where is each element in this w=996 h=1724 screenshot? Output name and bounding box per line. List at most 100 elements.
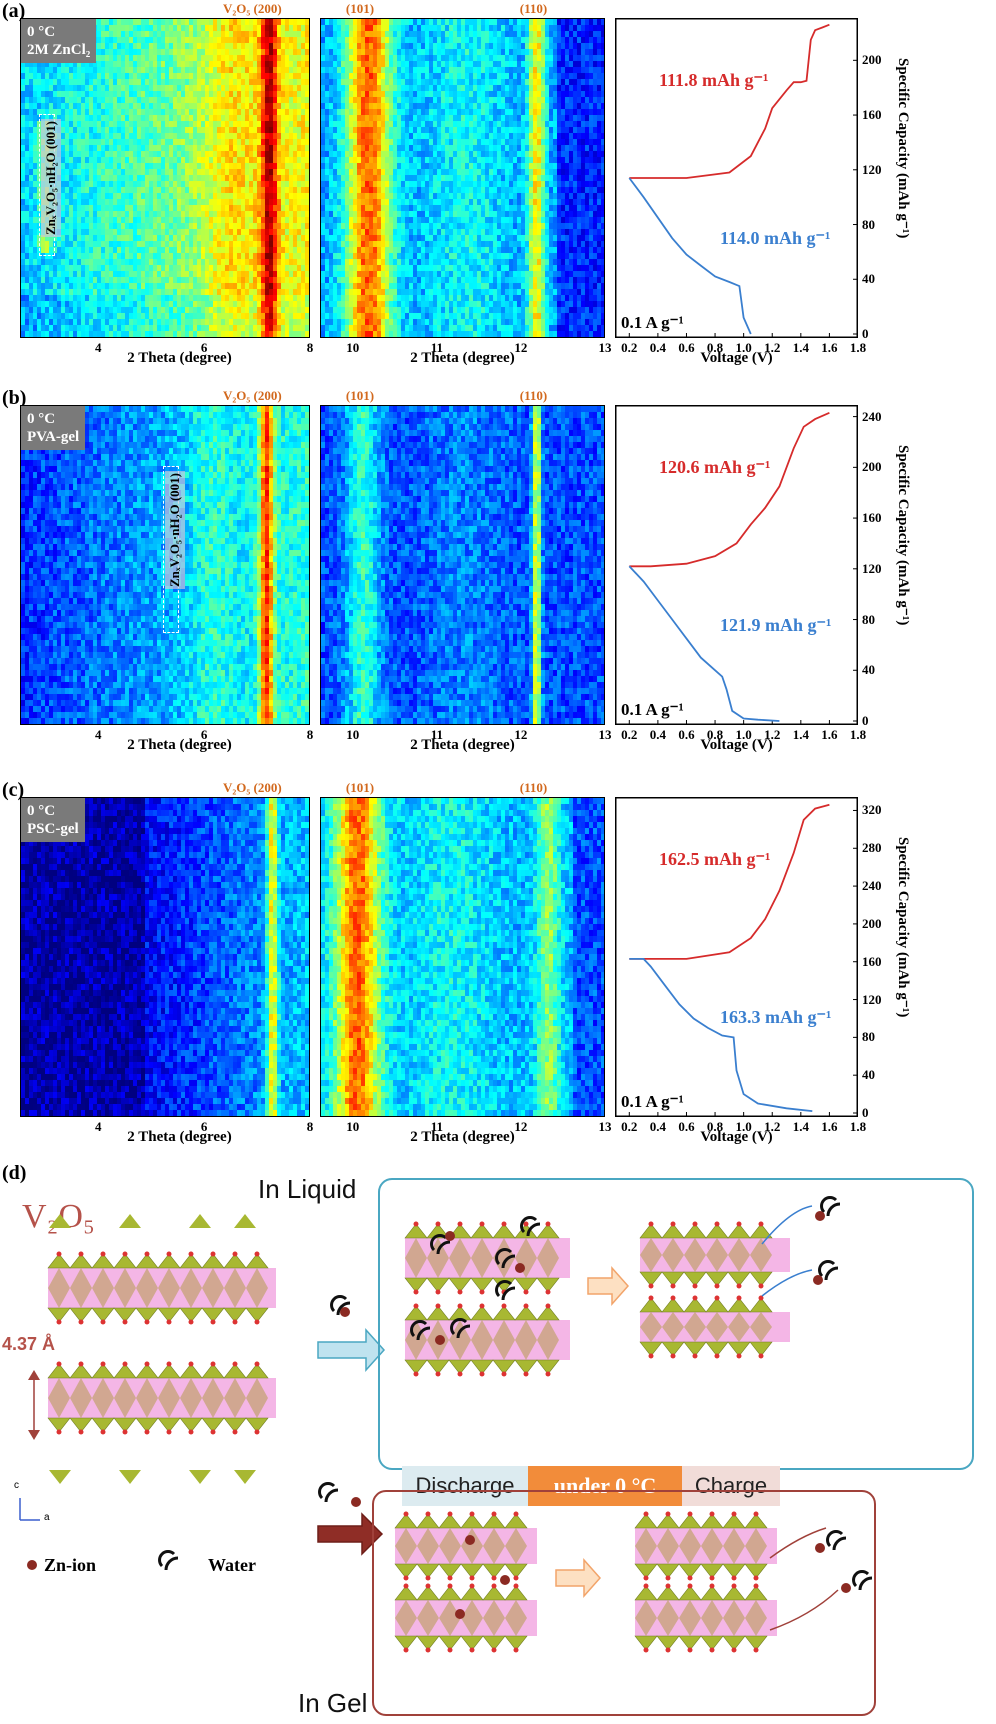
oxygen-atom bbox=[56, 1361, 62, 1367]
water-molecule bbox=[501, 1286, 516, 1301]
water-molecule bbox=[158, 1550, 176, 1568]
oxygen-atom bbox=[545, 1303, 551, 1309]
oxygen-atom bbox=[232, 1319, 238, 1325]
gcd-x-tick: 1.2 bbox=[764, 340, 780, 356]
v2o5-layer bbox=[634, 1583, 777, 1653]
oxygen-atom bbox=[122, 1361, 128, 1367]
oxygen-atom bbox=[665, 1647, 671, 1653]
oxygen-atom bbox=[687, 1575, 693, 1581]
octahedron bbox=[706, 1312, 728, 1342]
peak-label-mid: (101) bbox=[346, 780, 374, 796]
octahedron bbox=[70, 1268, 92, 1308]
octahedron bbox=[48, 1268, 70, 1308]
gcd-x-tick: 0.6 bbox=[678, 727, 694, 743]
oxygen-atom bbox=[100, 1251, 106, 1257]
x-tick: 12 bbox=[514, 340, 527, 356]
zn-ion bbox=[515, 1263, 525, 1273]
gcd-y-tick: 0 bbox=[862, 326, 869, 342]
octahedron bbox=[48, 1378, 70, 1418]
gcd-x-tick: 0.6 bbox=[678, 1119, 694, 1135]
water-molecule bbox=[526, 1222, 541, 1237]
gcd-x-tick: 0.4 bbox=[650, 1119, 666, 1135]
x-axis-label: 2 Theta (degree) bbox=[127, 1129, 231, 1146]
legend-water: Water bbox=[208, 1555, 256, 1576]
octahedron bbox=[723, 1528, 745, 1564]
octahedron bbox=[750, 1238, 772, 1272]
gcd-y-tick: 0 bbox=[862, 713, 869, 729]
octahedron bbox=[701, 1528, 723, 1564]
charge-curve bbox=[629, 23, 830, 179]
x-axis-label: 2 Theta (degree) bbox=[410, 350, 514, 367]
oxygen-atom bbox=[413, 1289, 419, 1295]
gcd-y-tick: 0 bbox=[862, 1105, 869, 1121]
oxygen-atom bbox=[714, 1353, 720, 1359]
oxygen-atom bbox=[545, 1221, 551, 1227]
oxygen-atom bbox=[254, 1361, 260, 1367]
oxygen-atom bbox=[758, 1221, 764, 1227]
octahedron bbox=[505, 1600, 527, 1636]
charge-capacity-label: 111.8 mAh g⁻¹ bbox=[659, 70, 768, 91]
oxygen-atom bbox=[447, 1583, 453, 1589]
in-gel-label: In Gel bbox=[298, 1688, 367, 1719]
current-rate-label: 0.1 A g⁻¹ bbox=[621, 700, 684, 720]
oxygen-atom bbox=[435, 1289, 441, 1295]
oxygen-atom bbox=[523, 1221, 529, 1227]
octahedron bbox=[679, 1528, 701, 1564]
oxygen-atom bbox=[709, 1511, 715, 1517]
octahedron bbox=[180, 1268, 202, 1308]
oxygen-atom bbox=[78, 1251, 84, 1257]
octahedron bbox=[449, 1238, 471, 1278]
oxygen-atom bbox=[692, 1353, 698, 1359]
v2o5-layer bbox=[394, 1511, 537, 1581]
oxygen-atom bbox=[232, 1251, 238, 1257]
gcd-x-tick: 1.6 bbox=[821, 727, 837, 743]
heatmap-left: 0 °C PSC-gel bbox=[20, 797, 310, 1117]
oxygen-atom bbox=[692, 1283, 698, 1289]
water-molecule bbox=[336, 1301, 351, 1316]
water-molecule bbox=[495, 1248, 513, 1266]
octahedron bbox=[493, 1238, 515, 1278]
oxygen-atom bbox=[188, 1429, 194, 1435]
octahedron bbox=[662, 1312, 684, 1342]
octahedron bbox=[640, 1312, 662, 1342]
interlayer-spacing: 4.37 Å bbox=[2, 1334, 55, 1355]
gcd-x-tick: 1.6 bbox=[821, 340, 837, 356]
discharge-curve bbox=[629, 958, 813, 1112]
peak-index: (200) bbox=[254, 780, 282, 795]
oxygen-atom bbox=[479, 1221, 485, 1227]
oxygen-atom bbox=[144, 1319, 150, 1325]
x-tick: 13 bbox=[599, 1119, 612, 1135]
heatmap-left-cells bbox=[21, 406, 309, 724]
oxygen-atom bbox=[758, 1353, 764, 1359]
gcd-chart bbox=[615, 405, 859, 725]
oxygen-atom bbox=[447, 1647, 453, 1653]
octahedron bbox=[158, 1378, 180, 1418]
charge-curve bbox=[629, 411, 830, 568]
gcd-x-axis-label: Voltage (V) bbox=[700, 350, 772, 367]
peak-compound: V₂O₅ bbox=[223, 780, 250, 795]
octahedron bbox=[180, 1378, 202, 1418]
gcd-x-tick: 1.4 bbox=[793, 727, 809, 743]
oxygen-atom bbox=[447, 1511, 453, 1517]
tetrahedron bbox=[189, 1214, 211, 1228]
oxygen-atom bbox=[413, 1303, 419, 1309]
oxygen-atom bbox=[403, 1511, 409, 1517]
gcd-y-tick: 200 bbox=[862, 52, 882, 68]
x-axis-label: 2 Theta (degree) bbox=[410, 1129, 514, 1146]
water-molecule bbox=[832, 1536, 847, 1551]
zn-ion bbox=[465, 1535, 475, 1545]
zn-ion bbox=[445, 1231, 455, 1241]
oxygen-atom bbox=[513, 1583, 519, 1589]
heatmap-left-cells bbox=[21, 798, 309, 1116]
oxygen-atom bbox=[731, 1647, 737, 1653]
oxygen-atom bbox=[665, 1575, 671, 1581]
water-molecule bbox=[324, 1488, 339, 1503]
heatmap-left: 0 °C 2M ZnCl₂ ZnₓV₂O₅·nH₂O (001) bbox=[20, 18, 310, 338]
oxygen-atom bbox=[491, 1647, 497, 1653]
oxygen-atom bbox=[692, 1295, 698, 1301]
oxygen-atom bbox=[425, 1647, 431, 1653]
discharge-capacity-label: 163.3 mAh g⁻¹ bbox=[720, 1007, 831, 1028]
arrow-head bbox=[28, 1370, 40, 1380]
octahedron bbox=[684, 1238, 706, 1272]
tetrahedron bbox=[119, 1214, 141, 1228]
